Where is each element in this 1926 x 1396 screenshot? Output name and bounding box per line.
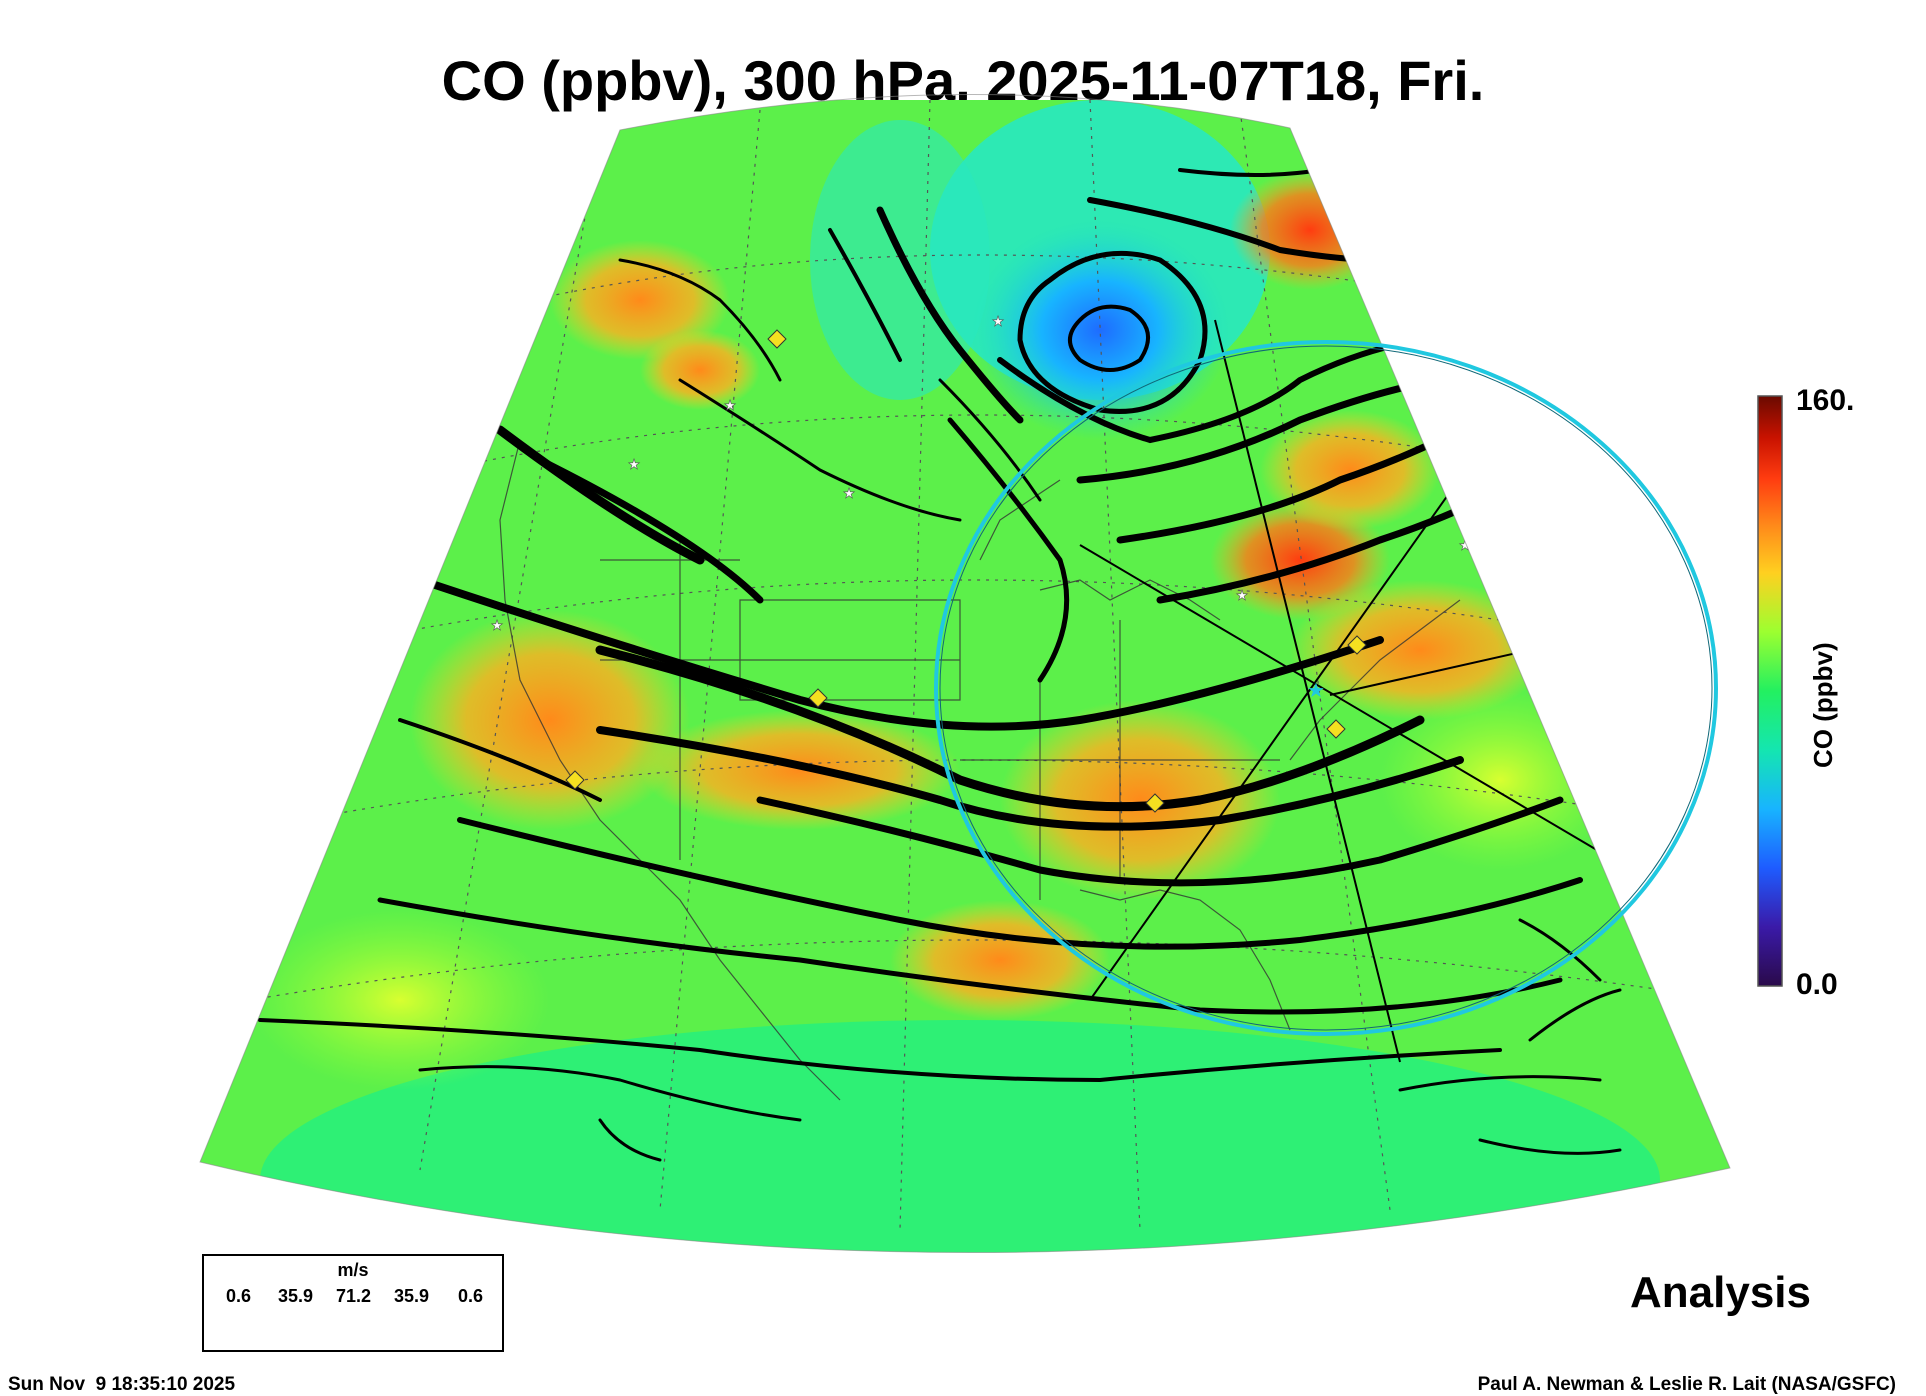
site-diamond-icon	[1145, 793, 1165, 813]
analysis-label: Analysis	[1630, 1268, 1811, 1317]
range-ring	[934, 340, 1718, 1036]
co-field: ★ ★ ★ ★ ★ ★ ★ ☆ ★	[200, 99, 1730, 1253]
wind-legend-value: 71.2	[336, 1286, 372, 1306]
station-star-icon: ★	[628, 456, 641, 472]
site-diamond-icon	[1326, 719, 1346, 739]
colorbar-title: CO (ppbv)	[1808, 642, 1838, 768]
station-star-icon: ★	[1459, 537, 1472, 553]
site-diamond-icon	[808, 688, 828, 708]
wind-legend-value: 35.9	[278, 1286, 314, 1306]
graticule	[249, 99, 1730, 1231]
range-ring-inner	[939, 345, 1713, 1031]
station-star-icon: ★	[843, 485, 856, 501]
wind-legend-value: 0.6	[226, 1286, 252, 1306]
station-star-icon: ★	[992, 313, 1005, 329]
station-star-icon: ★	[724, 397, 737, 413]
colorbar-min-label: 0.0	[1796, 968, 1838, 1001]
footer-credit: Paul A. Newman & Leslie R. Lait (NASA/GS…	[1477, 1374, 1896, 1395]
site-diamonds	[565, 329, 1367, 813]
site-diamond-icon	[767, 329, 787, 349]
station-star-icon: ★	[1236, 587, 1249, 603]
station-star-icon: ☆	[1452, 320, 1465, 336]
station-star-icon: ★	[491, 617, 504, 633]
map-border	[199, 94, 1731, 1253]
colorbar	[1757, 395, 1783, 987]
streamlines	[258, 168, 1622, 1162]
site-diamond-icon	[565, 770, 585, 790]
center-star-icon: ★	[1307, 680, 1325, 702]
colorbar-max-label: 160.	[1796, 384, 1855, 417]
wind-legend: m/s 0.6 35.9 71.2 35.9 0.6	[202, 1254, 504, 1352]
wind-legend-unit: m/s	[337, 1260, 369, 1280]
site-diamond-icon	[1347, 635, 1367, 655]
wind-legend-value: 0.6	[458, 1286, 484, 1306]
wind-legend-value: 35.9	[394, 1286, 430, 1306]
footer-timestamp: Sun Nov 9 18:35:10 2025	[8, 1374, 236, 1395]
